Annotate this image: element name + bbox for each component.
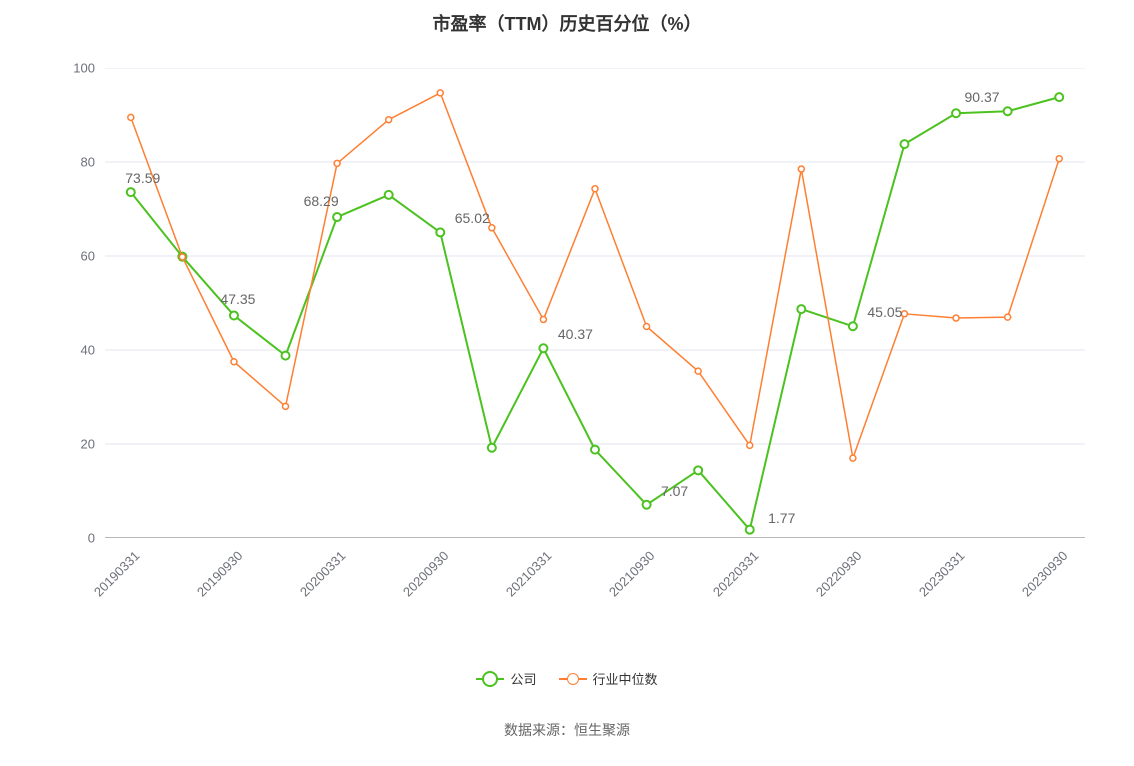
series-point-label: 45.05	[867, 304, 902, 320]
x-tick-label: 20190930	[194, 548, 246, 600]
x-tick-label: 20230930	[1019, 548, 1071, 600]
series-point-label: 68.29	[304, 193, 339, 209]
y-tick-label: 80	[81, 155, 95, 170]
legend-label: 行业中位数	[593, 669, 658, 688]
x-tick-label: 20200930	[400, 548, 452, 600]
y-tick-label: 100	[73, 61, 95, 76]
y-tick-label: 20	[81, 437, 95, 452]
series-point-label: 73.59	[125, 170, 160, 186]
y-tick-label: 40	[81, 343, 95, 358]
x-tick-label: 20190331	[91, 548, 143, 600]
chart-container: 市盈率（TTM）历史百分位（%） 公司 行业中位数 数据来源：恒生聚源 0 20 40…	[0, 0, 1134, 766]
series-point-label: 90.37	[965, 89, 1000, 105]
series-point-label: 40.37	[558, 326, 593, 342]
legend-marker	[476, 672, 504, 686]
chart-title: 市盈率（TTM）历史百分位（%）	[0, 10, 1134, 36]
legend-item[interactable]: 公司	[476, 669, 536, 688]
x-tick-label: 20200331	[297, 548, 349, 600]
x-tick-label: 20210930	[606, 548, 658, 600]
x-tick-label: 20220930	[813, 548, 865, 600]
series-point-label: 65.02	[455, 210, 490, 226]
series-point-label: 1.77	[768, 510, 795, 526]
legend-label: 公司	[510, 669, 536, 688]
legend: 公司 行业中位数	[0, 669, 1134, 688]
series-point-label: 7.07	[661, 483, 688, 499]
x-tick-label: 20220331	[709, 548, 761, 600]
x-tick-label: 20230331	[916, 548, 968, 600]
series-point-label: 47.35	[220, 291, 255, 307]
data-source: 数据来源：恒生聚源	[0, 720, 1134, 740]
y-tick-label: 60	[81, 249, 95, 264]
y-tick-label: 0	[88, 531, 95, 546]
x-tick-label: 20210331	[503, 548, 555, 600]
legend-item[interactable]: 行业中位数	[559, 669, 658, 688]
legend-marker	[559, 672, 587, 686]
